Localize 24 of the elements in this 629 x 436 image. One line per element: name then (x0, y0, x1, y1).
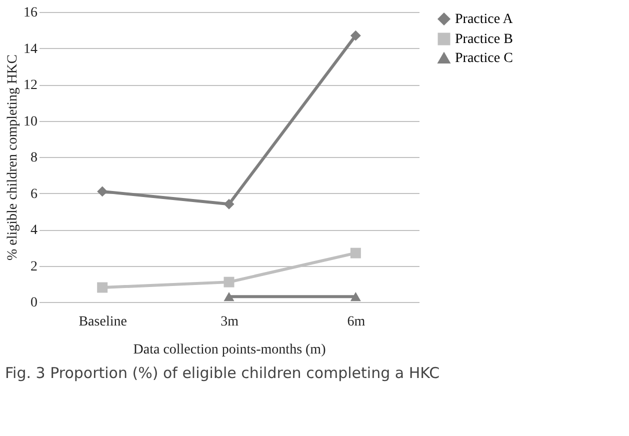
x-axis-title: Data collection points-months (m) (133, 342, 326, 358)
point (350, 248, 361, 258)
legend-label: Practice A (455, 12, 514, 27)
point (224, 276, 234, 288)
y-tick-label: 12 (24, 78, 38, 93)
y-tick-label: 6 (30, 186, 38, 202)
caption: Fig. 3 Proportion (%) of eligible children completing a HKC (5, 364, 440, 382)
y-tick-label: 14 (24, 42, 38, 57)
x-tick-label: 6m (347, 314, 366, 330)
point (224, 198, 234, 210)
y-tick-label: 4 (30, 223, 38, 238)
y-tick-label: 8 (30, 150, 38, 166)
y-tick-label: 0 (30, 296, 38, 310)
point (97, 282, 108, 293)
point (350, 30, 361, 41)
x-tick-label: Baseline (78, 314, 127, 330)
legend-label: Practice C (455, 51, 513, 66)
y-tick-label: 16 (24, 6, 38, 20)
y-axis-title: % eligible children completing HKC (6, 54, 20, 261)
y-tick-label: 2 (30, 259, 38, 274)
point (97, 186, 108, 197)
x-tick-label: 3m (220, 314, 239, 330)
y-tick-label: 10 (24, 114, 38, 130)
legend-label: Practice B (455, 32, 513, 47)
